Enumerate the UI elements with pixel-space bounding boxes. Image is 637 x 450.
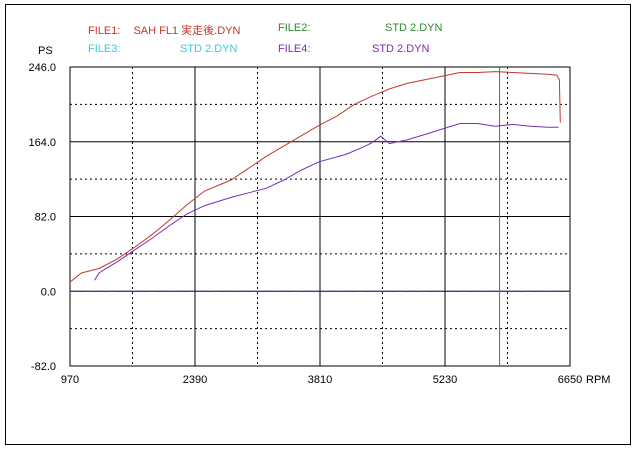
legend-file4-value: STD 2.DYN [372,43,430,55]
series-line-file4 [94,123,559,281]
x-axis-label: RPM [586,374,610,386]
legend-file1-value: SAH FL1 実走後.DYN [133,25,241,37]
x-tick-label: 970 [61,374,79,386]
y-tick-label: -82.0 [31,361,56,373]
legend-file2-label: FILE2: [278,22,311,34]
x-tick-label: 6650 [558,374,582,386]
x-tick-label: 3810 [308,374,332,386]
y-tick-label: 246.0 [28,62,56,74]
x-tick-label: 2390 [183,374,207,386]
legend-file1-label: FILE1: [88,25,121,37]
legend-file3: FILE3: [88,43,120,55]
legend-file4-label: FILE4: [278,43,311,55]
legend-file3-value: STD 2.DYN [180,43,238,55]
x-tick-label: 5230 [433,374,457,386]
legend-file3-label: FILE3: [88,43,121,55]
legend-file3-value-wrap: STD 2.DYN [180,43,237,55]
y-tick-label: 0.0 [41,286,56,298]
legend-file4: FILE4: [278,43,310,55]
y-tick-label: 82.0 [35,212,56,224]
legend-file4-value-wrap: STD 2.DYN [372,43,429,55]
series-line-file1 [69,71,561,283]
legend-file2: FILE2: [278,22,310,34]
plot-border [69,66,571,367]
legend-file2-value-wrap: STD 2.DYN [385,22,442,34]
y-axis-label: PS [38,45,53,57]
legend-file1: FILE1: SAH FL1 実走後.DYN [88,22,240,38]
y-tick-label: 164.0 [28,137,56,149]
legend-file2-value: STD 2.DYN [385,22,443,34]
chart-frame [5,4,631,445]
